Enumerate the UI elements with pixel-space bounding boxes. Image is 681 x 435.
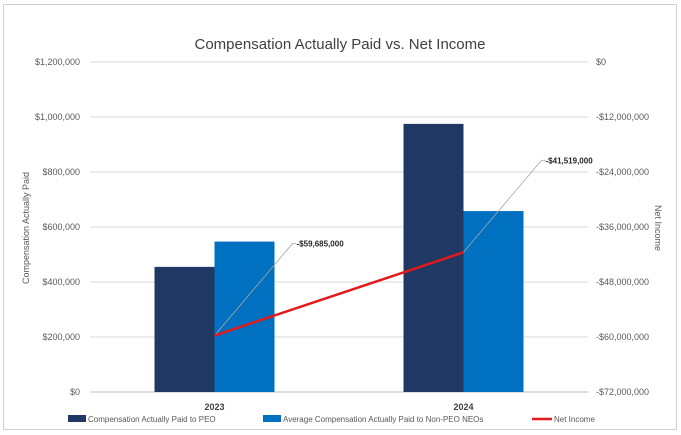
left-tick-label: $600,000 xyxy=(42,222,80,232)
right-tick-label: -$12,000,000 xyxy=(596,112,649,122)
left-tick-label: $1,000,000 xyxy=(35,112,80,122)
right-axis-title: Net Income xyxy=(653,205,663,251)
left-axis-ticks: $0 $200,000 $400,000 $600,000 $800,000 $1,000… xyxy=(35,57,80,397)
chart-frame xyxy=(3,4,677,430)
category-labels: 2023 2024 xyxy=(204,402,473,412)
right-tick-label: -$48,000,000 xyxy=(596,277,649,287)
left-tick-label: $0 xyxy=(70,387,80,397)
legend-label: Compensation Actually Paid to PEO xyxy=(88,415,216,424)
category-label: 2023 xyxy=(204,402,224,412)
left-tick-label: $200,000 xyxy=(42,332,80,342)
right-tick-label: -$24,000,000 xyxy=(596,167,649,177)
category-label: 2024 xyxy=(453,402,473,412)
bar-peo-2023 xyxy=(154,266,215,392)
left-tick-label: $1,200,000 xyxy=(35,57,80,67)
callout-leader xyxy=(463,160,542,253)
left-tick-label: $400,000 xyxy=(42,277,80,287)
bar-peo-2024 xyxy=(403,123,464,392)
right-tick-label: -$60,000,000 xyxy=(596,332,649,342)
bar-non-peo-2024 xyxy=(463,211,524,392)
legend-label: Net Income xyxy=(554,415,595,424)
legend: Compensation Actually Paid to PEO Average… xyxy=(68,415,595,424)
right-tick-label: -$36,000,000 xyxy=(596,222,649,232)
left-tick-label: $800,000 xyxy=(42,167,80,177)
right-axis-ticks: -$72,000,000 -$60,000,000 -$48,000,000 -$36… xyxy=(596,57,649,397)
bars xyxy=(154,123,524,392)
chart-title: Compensation Actually Paid vs. Net Incom… xyxy=(195,36,486,53)
net-income-data-label: -$41,519,000 xyxy=(546,156,594,165)
callout-leader xyxy=(214,243,293,336)
right-tick-label: $0 xyxy=(596,57,606,67)
data-callouts: -$59,685,000 -$41,519,000 xyxy=(214,156,594,336)
legend-swatch xyxy=(263,415,281,422)
net-income-data-label: -$59,685,000 xyxy=(297,240,345,249)
left-axis-title: Compensation Actually Paid xyxy=(21,172,31,284)
legend-label: Average Compensation Actually Paid to No… xyxy=(283,415,483,424)
net-income-line xyxy=(214,251,464,337)
legend-swatch xyxy=(68,415,86,422)
net-income-line-path xyxy=(214,251,464,337)
right-tick-label: -$72,000,000 xyxy=(596,387,649,397)
bar-non-peo-2023 xyxy=(214,241,275,392)
